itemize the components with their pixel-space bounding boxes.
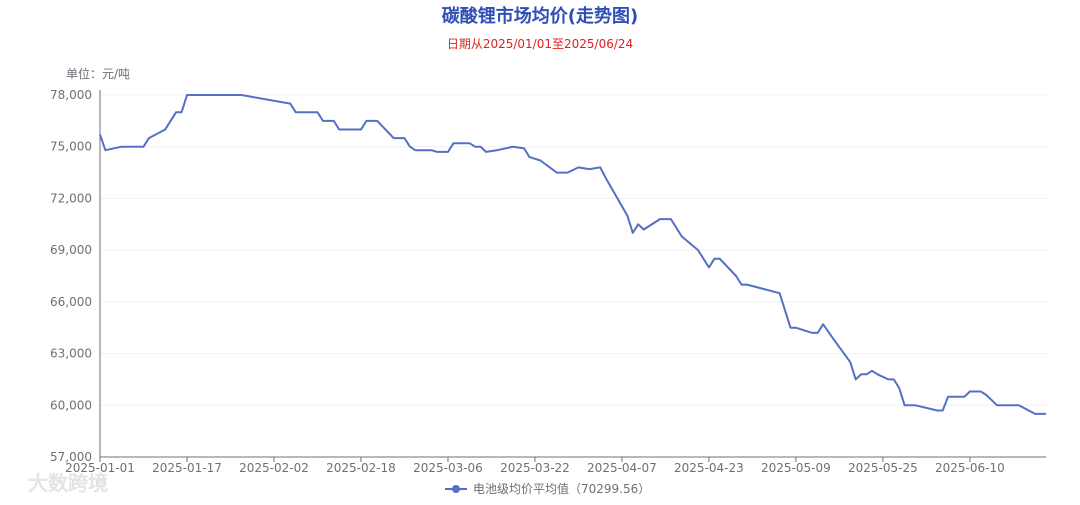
legend-label: 电池级均价平均值（70299.56） — [473, 481, 650, 496]
x-tick-label: 2025-06-10 — [935, 461, 1005, 475]
x-tick-label: 2025-01-17 — [152, 461, 222, 475]
x-tick-label: 2025-02-02 — [239, 461, 309, 475]
y-axis-label: 单位：元/吨 — [66, 66, 130, 81]
x-tick-label: 2025-03-06 — [413, 461, 483, 475]
legend-icon — [452, 485, 460, 493]
y-tick-label: 78,000 — [50, 88, 92, 102]
chart-title: 碳酸锂市场均价(走势图) — [442, 5, 638, 27]
y-tick-label: 69,000 — [50, 243, 92, 257]
x-tick-label: 2025-05-09 — [761, 461, 831, 475]
x-tick-label: 2025-05-25 — [848, 461, 918, 475]
y-tick-label: 57,000 — [50, 450, 92, 464]
x-tick-label: 2025-03-22 — [500, 461, 570, 475]
y-tick-label: 75,000 — [50, 140, 92, 154]
x-tick-label: 2025-04-23 — [674, 461, 744, 475]
x-tick-label: 2025-04-07 — [587, 461, 657, 475]
y-tick-label: 72,000 — [50, 191, 92, 205]
y-tick-label: 63,000 — [50, 347, 92, 361]
x-tick-label: 2025-02-18 — [326, 461, 396, 475]
line-series — [99, 94, 1046, 415]
chart-subtitle: 日期从2025/01/01至2025/06/24 — [447, 37, 633, 51]
x-tick-label: 2025-01-01 — [65, 461, 135, 475]
y-tick-label: 66,000 — [50, 295, 92, 309]
watermark: 大数跨境 — [28, 471, 108, 495]
y-tick-label: 60,000 — [50, 398, 92, 412]
